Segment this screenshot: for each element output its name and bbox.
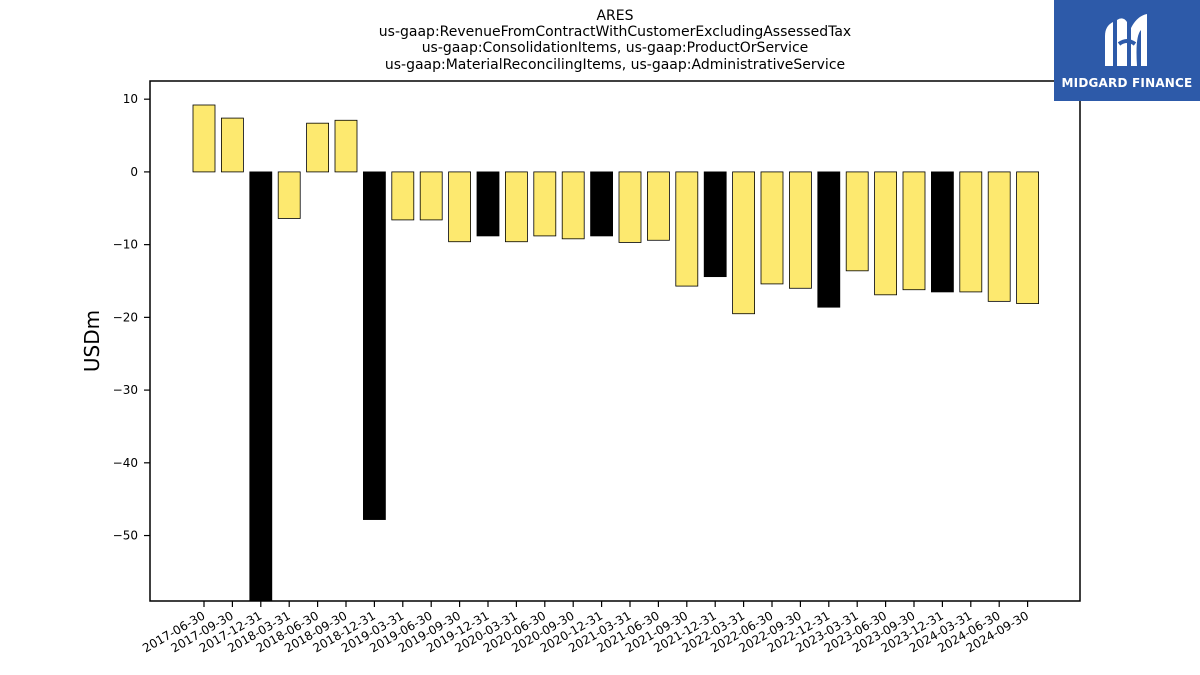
bar-2023-12-31: [931, 171, 954, 293]
bar-2023-06-30: [874, 171, 897, 296]
bar-2018-12-31: [362, 171, 386, 520]
plot-frame: [149, 80, 1081, 602]
y-tick-label: −10: [113, 238, 138, 252]
bar-2019-03-31: [391, 171, 415, 221]
bar-2019-12-31: [476, 171, 500, 237]
bar-2017-06-30: [192, 104, 216, 173]
bar-2017-09-30: [220, 117, 244, 173]
bar-2017-12-31: [249, 171, 273, 602]
chart-title-line-2: us-gaap:RevenueFromContractWithCustomerE…: [379, 24, 851, 40]
bar-2024-06-30: [987, 171, 1011, 302]
bar-2019-06-30: [419, 171, 443, 221]
bar-2020-06-30: [533, 171, 557, 237]
bar-2023-03-31: [845, 171, 869, 272]
midgard-finance-logo: MIDGARD FINANCE: [1054, 0, 1200, 101]
bar-2018-09-30: [334, 119, 358, 173]
chart-title-line-4: us-gaap:MaterialReconcilingItems, us-gaa…: [385, 57, 845, 73]
y-axis-label: USDm: [80, 310, 104, 372]
bar-series: [192, 104, 1039, 602]
bar-2022-03-31: [732, 171, 755, 315]
bar-2022-09-30: [789, 171, 812, 289]
bar-2021-09-30: [675, 171, 699, 287]
x-axis: 2017-06-302017-09-302017-12-312018-03-31…: [140, 601, 1031, 655]
bar-2021-12-31: [703, 171, 727, 278]
bar-2024-09-30: [1016, 171, 1039, 304]
midgard-m-logo-icon: [1105, 14, 1147, 66]
bar-2019-09-30: [448, 171, 472, 243]
y-tick-label: −40: [113, 456, 138, 470]
chart-title-line-3: us-gaap:ConsolidationItems, us-gaap:Prod…: [422, 40, 809, 56]
bar-2020-09-30: [561, 171, 585, 240]
y-axis: 10 0 −10 −20 −30 −40 −50: [113, 92, 150, 543]
y-tick-label: −50: [113, 529, 138, 543]
bar-2020-03-31: [504, 171, 528, 243]
bar-2018-03-31: [277, 171, 301, 219]
bar-2022-06-30: [760, 171, 784, 285]
y-tick-label: −30: [113, 383, 138, 397]
bar-2023-09-30: [902, 171, 926, 291]
chart-title-line-1: ARES: [596, 8, 633, 24]
y-tick-label: 10: [123, 92, 138, 106]
bar-2022-12-31: [817, 171, 841, 308]
bar-2020-12-31: [590, 171, 613, 237]
y-tick-label: −20: [113, 310, 138, 324]
bar-2024-03-31: [959, 171, 983, 293]
logo-text: MIDGARD FINANCE: [1061, 76, 1193, 90]
y-tick-label: 0: [130, 165, 138, 179]
bar-2021-03-31: [618, 171, 642, 243]
chart-title: ARES us-gaap:RevenueFromContractWithCust…: [379, 8, 851, 73]
bar-2021-06-30: [647, 171, 670, 241]
bar-2018-06-30: [306, 122, 330, 173]
